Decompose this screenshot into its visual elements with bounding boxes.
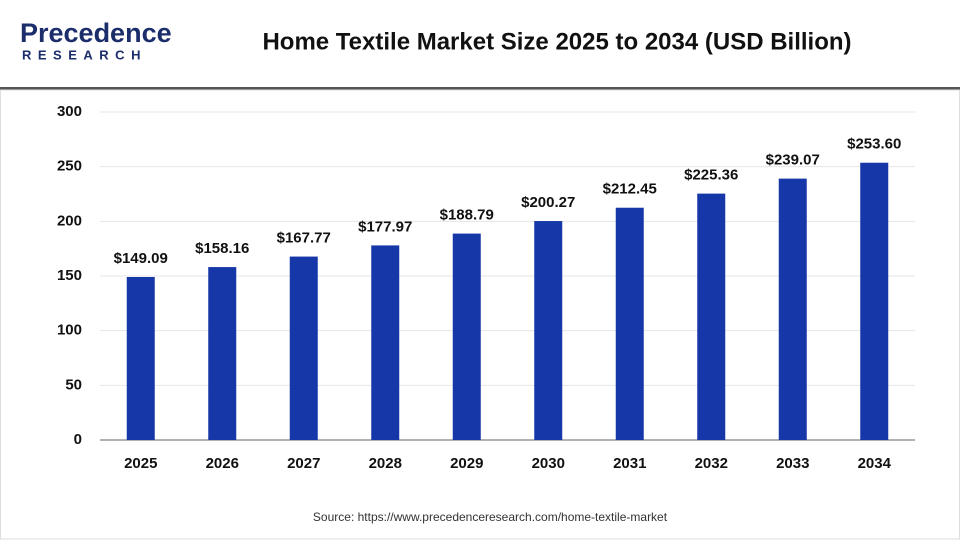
x-tick-label: 2034: [858, 455, 892, 472]
y-tick-label: 100: [57, 322, 82, 339]
value-label: $212.45: [603, 181, 657, 198]
bar: [615, 207, 644, 440]
x-tick-label: 2033: [776, 455, 809, 472]
bar: [371, 245, 400, 440]
x-tick-label: 2030: [532, 455, 565, 472]
value-label: $167.77: [277, 230, 331, 247]
chart-title: Home Textile Market Size 2025 to 2034 (U…: [262, 28, 851, 55]
y-tick-label: 50: [65, 376, 82, 393]
y-tick-label: 200: [57, 212, 82, 229]
logo-tagline: RESEARCH: [22, 47, 147, 62]
y-tick-label: 150: [57, 267, 82, 284]
bar: [778, 178, 807, 440]
y-tick-label: 300: [57, 103, 82, 120]
bar: [697, 193, 726, 440]
bar: [534, 221, 563, 440]
value-label: $225.36: [684, 167, 738, 184]
value-label: $200.27: [521, 194, 575, 211]
x-tick-label: 2028: [369, 455, 402, 472]
x-tick-label: 2031: [613, 455, 646, 472]
bar: [208, 267, 237, 440]
bar: [452, 233, 481, 440]
y-tick-label: 0: [74, 431, 82, 448]
value-label: $253.60: [847, 136, 901, 153]
source-note: Source: https://www.precedenceresearch.c…: [313, 510, 668, 524]
value-label: $158.16: [195, 240, 249, 257]
value-label: $188.79: [440, 207, 494, 224]
x-tick-label: 2026: [206, 455, 239, 472]
bar: [126, 276, 155, 440]
x-tick-label: 2032: [695, 455, 728, 472]
value-label: $149.09: [114, 250, 168, 267]
bar: [289, 256, 318, 440]
x-tick-label: 2029: [450, 455, 483, 472]
bar: [860, 162, 889, 441]
value-label: $177.97: [358, 218, 412, 235]
logo-name: Precedence: [20, 18, 172, 48]
y-tick-label: 250: [57, 158, 82, 175]
value-label: $239.07: [766, 152, 820, 169]
x-tick-label: 2025: [124, 455, 157, 472]
header-rule: [0, 87, 960, 90]
x-tick-label: 2027: [287, 455, 320, 472]
